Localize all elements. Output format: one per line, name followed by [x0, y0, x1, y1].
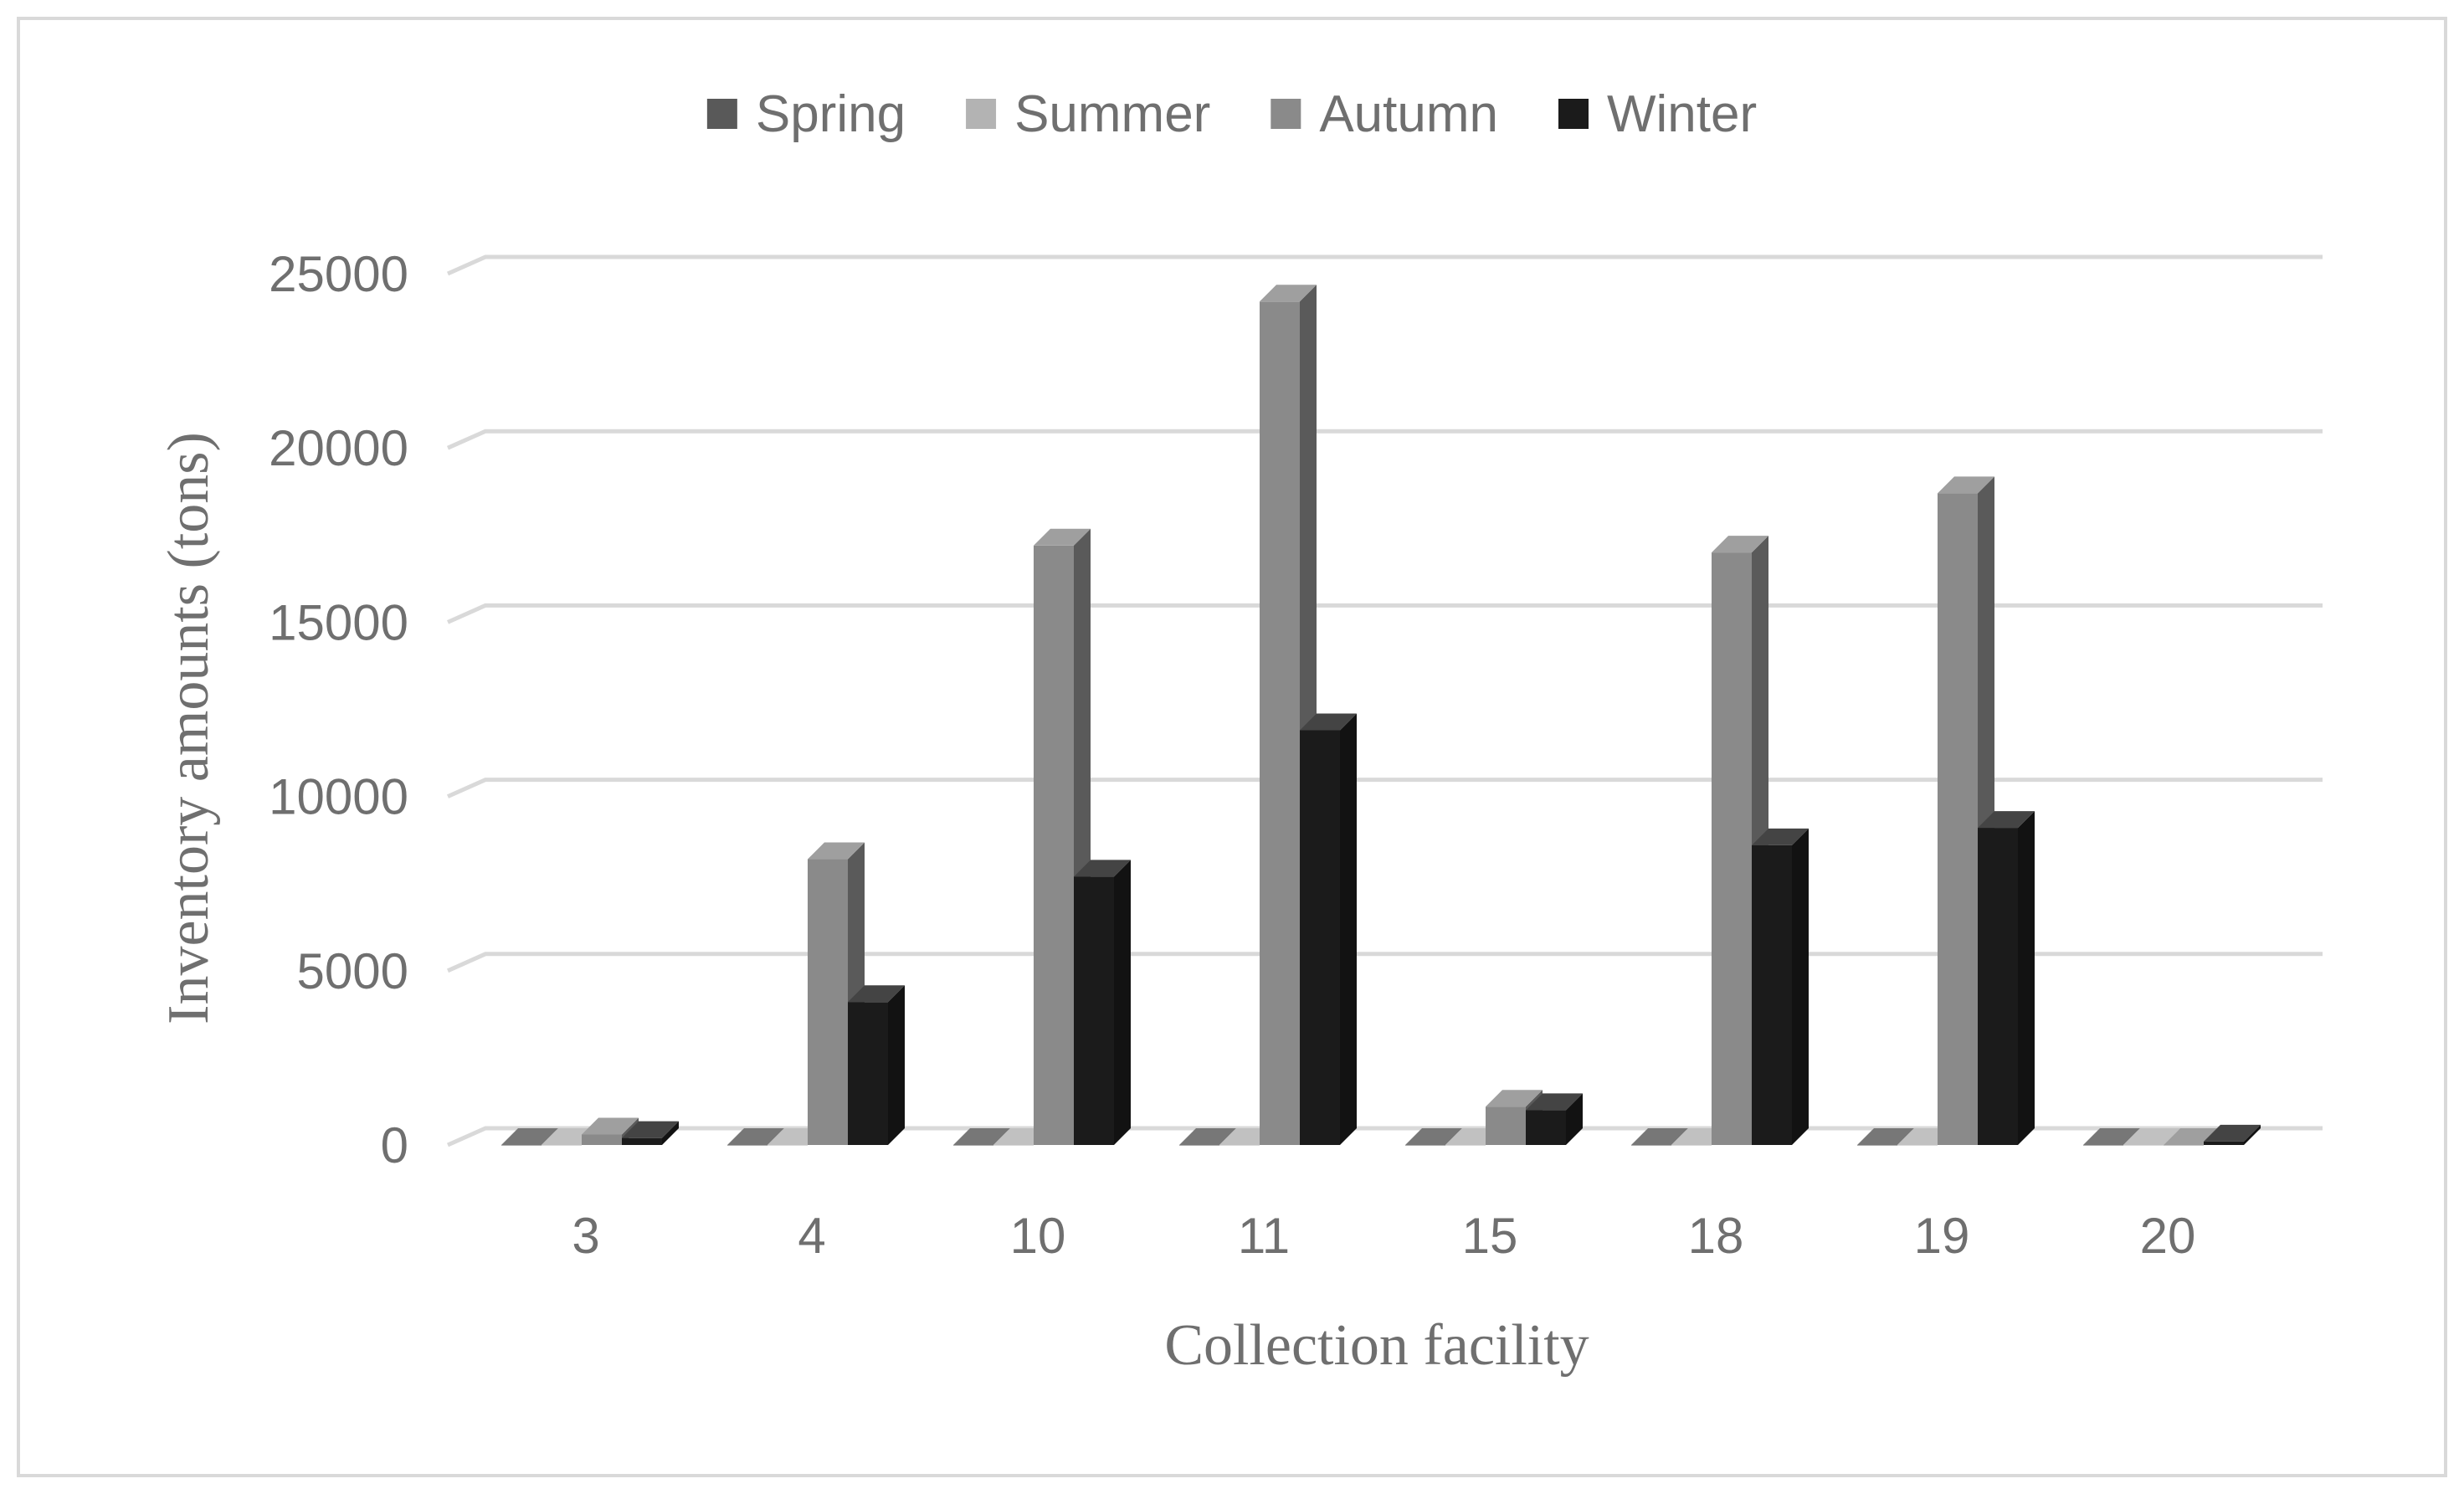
bar-spring-11 [1179, 1128, 1236, 1146]
bar-winter-18 [1752, 828, 1809, 1145]
gridline [446, 952, 2323, 973]
x-tick-label: 10 [1010, 1208, 1066, 1264]
y-tick-label: 20000 [269, 420, 408, 476]
bar-winter-11 [1300, 713, 1357, 1145]
gridline [446, 603, 2323, 624]
x-tick-labels: 3 4 10 11 15 18 19 20 [572, 1208, 2195, 1264]
x-tick-label: 4 [798, 1208, 825, 1264]
y-tick-label: 10000 [269, 769, 408, 825]
legend-label-autumn: Autumn [1319, 85, 1498, 143]
bar-winter-19 [1978, 811, 2035, 1145]
x-tick-label: 3 [572, 1208, 599, 1264]
legend-swatch-winter [1558, 99, 1589, 129]
bar-spring-15 [1405, 1128, 1462, 1146]
legend-label-spring: Spring [756, 85, 906, 143]
y-axis-title: Inventory amounts (tons) [157, 432, 221, 1024]
y-tick-label: 25000 [269, 246, 408, 302]
y-tick-labels: 0 5000 10000 15000 20000 25000 [269, 246, 408, 1173]
bar-winter-15 [1526, 1093, 1583, 1145]
bars [501, 285, 2261, 1146]
chart-border [17, 17, 2447, 1477]
legend-swatch-autumn [1270, 99, 1301, 129]
gridline [446, 778, 2323, 798]
y-tick-label: 5000 [297, 943, 408, 999]
bar-spring-10 [953, 1128, 1010, 1146]
x-axis-title: Collection facility [1164, 1313, 1589, 1378]
bar-summer-20 [2123, 1128, 2180, 1146]
legend-swatch-summer [966, 99, 997, 129]
y-tick-label: 0 [381, 1117, 408, 1173]
gridline [446, 429, 2323, 450]
x-tick-label: 18 [1688, 1208, 1744, 1264]
gridline [446, 254, 2323, 276]
y-tick-label: 15000 [269, 594, 408, 650]
bar-winter-10 [1074, 860, 1131, 1145]
bar-winter-4 [848, 985, 905, 1145]
bar-spring-20 [2083, 1128, 2140, 1146]
bar-spring-18 [1631, 1128, 1688, 1146]
bar-spring-4 [727, 1128, 784, 1146]
x-tick-label: 15 [1462, 1208, 1518, 1264]
legend-label-summer: Summer [1014, 85, 1210, 143]
legend-label-winter: Winter [1607, 85, 1757, 143]
bar-spring-3 [501, 1128, 558, 1146]
bar-winter-3 [622, 1121, 679, 1145]
x-tick-label: 19 [1914, 1208, 1970, 1264]
bar-spring-19 [1857, 1128, 1914, 1146]
x-tick-label: 11 [1238, 1208, 1290, 1264]
bar-winter-20 [2204, 1124, 2261, 1145]
legend-swatch-spring [706, 99, 737, 129]
x-tick-label: 20 [2140, 1208, 2196, 1264]
legend: Spring Summer Autumn Winter [706, 85, 1757, 143]
